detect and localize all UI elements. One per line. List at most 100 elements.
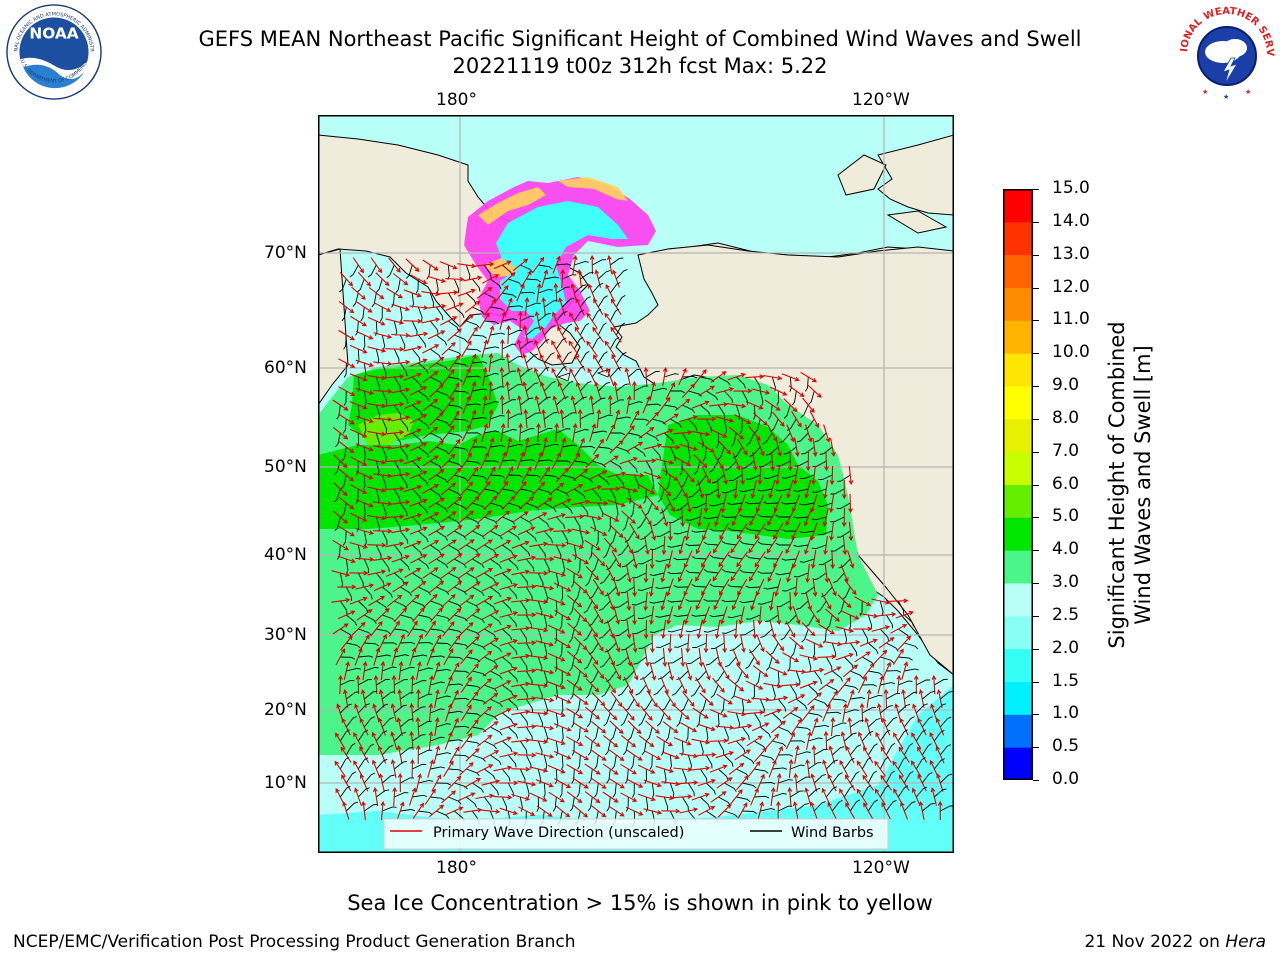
wave-direction-arrow <box>757 801 765 820</box>
wind-barb <box>646 403 662 407</box>
wave-direction-arrow <box>716 693 733 705</box>
wind-barb <box>615 502 619 518</box>
wave-direction-arrow <box>503 466 514 484</box>
colorbar-tick-mark <box>1033 189 1039 190</box>
wind-barb <box>573 336 584 350</box>
wind-barb <box>375 376 381 392</box>
wind-barb <box>801 586 815 595</box>
wave-direction-arrow <box>554 804 571 818</box>
wind-barb <box>526 474 542 478</box>
wind-barb <box>362 334 366 350</box>
wave-direction-arrow <box>786 480 794 499</box>
wind-barb <box>418 749 433 756</box>
wind-barb <box>609 281 621 294</box>
wave-direction-arrow <box>511 766 531 772</box>
wind-barb <box>466 320 480 328</box>
wind-barb <box>543 614 548 630</box>
wind-barb <box>589 670 599 684</box>
wind-barb <box>436 668 452 672</box>
wave-direction-arrow <box>353 732 364 750</box>
wave-direction-arrow <box>351 621 366 636</box>
wind-barb <box>649 600 665 604</box>
wave-direction-arrow <box>918 689 925 708</box>
wave-direction-arrow <box>786 564 794 583</box>
wave-direction-arrow <box>883 688 889 709</box>
wave-direction-arrow <box>337 610 356 620</box>
wave-direction-arrow <box>332 623 349 635</box>
wind-barb <box>656 642 671 648</box>
wind-barb <box>345 558 349 574</box>
wave-direction-arrow <box>736 663 749 679</box>
wave-direction-arrow <box>554 610 572 621</box>
wind-barb <box>850 697 866 700</box>
wave-direction-arrow <box>609 440 624 454</box>
wave-direction-arrow <box>589 500 609 506</box>
wind-barb <box>454 390 469 395</box>
wind-barb <box>826 711 842 715</box>
wind-barb <box>717 740 725 755</box>
wave-direction-arrow <box>422 455 439 467</box>
wave-direction-arrow <box>337 555 356 564</box>
wind-barb <box>484 600 496 611</box>
wave-direction-arrow <box>496 284 509 301</box>
wave-direction-arrow <box>415 773 422 792</box>
wind-barb <box>746 474 761 480</box>
wave-direction-arrow <box>554 666 572 676</box>
wave-direction-arrow <box>505 437 512 456</box>
wind-barb <box>501 768 511 782</box>
wind-barb <box>591 516 596 532</box>
wind-barb <box>781 502 797 505</box>
wave-direction-arrow <box>499 583 518 591</box>
wave-direction-arrow <box>782 706 799 719</box>
wave-direction-arrow <box>757 605 763 626</box>
wave-direction-arrow <box>825 608 840 622</box>
wave-direction-arrow <box>462 367 471 386</box>
wind-barb <box>615 572 629 582</box>
colorbar-segment <box>1003 681 1033 715</box>
wind-barb <box>363 530 367 546</box>
wave-direction-arrow <box>335 732 346 749</box>
wind-barb <box>363 362 367 378</box>
wind-barb <box>757 514 773 518</box>
wave-direction-arrow <box>350 315 367 327</box>
wind-barb <box>652 516 665 527</box>
wind-barb <box>484 346 500 350</box>
wind-barb <box>903 614 915 627</box>
wind-barb <box>399 362 408 377</box>
wave-direction-arrow <box>398 660 404 680</box>
wind-barb <box>543 698 548 714</box>
wave-direction-arrow <box>368 287 385 300</box>
wave-direction-arrow <box>511 737 531 743</box>
wind-barb <box>776 600 791 607</box>
wave-direction-arrow <box>517 526 536 536</box>
wave-direction-arrow <box>729 426 745 440</box>
wave-direction-arrow <box>362 660 368 680</box>
wave-direction-arrow <box>801 622 816 637</box>
wave-direction-arrow <box>388 257 401 273</box>
wave-direction-arrow <box>863 746 874 764</box>
wave-direction-arrow <box>613 606 621 625</box>
wind-barb <box>556 460 572 464</box>
wave-direction-arrow <box>392 273 409 286</box>
wave-direction-arrow <box>500 338 505 359</box>
wave-direction-arrow <box>372 786 379 806</box>
colorbar-tick-label: 6.0 <box>1052 473 1080 494</box>
wave-direction-arrow <box>645 720 660 734</box>
wave-direction-arrow <box>355 359 374 368</box>
wave-direction-arrow <box>572 554 590 565</box>
wave-direction-arrow <box>448 634 461 651</box>
wave-direction-arrow <box>629 691 640 708</box>
wave-direction-arrow <box>499 366 505 387</box>
wind-barb <box>364 803 378 812</box>
wave-direction-arrow <box>349 512 368 522</box>
wave-direction-arrow <box>557 381 567 400</box>
wind-barb <box>399 502 408 517</box>
wave-direction-arrow <box>589 470 608 480</box>
wave-direction-arrow <box>649 549 655 570</box>
wave-direction-arrow <box>751 722 770 732</box>
wind-barb <box>739 569 755 574</box>
wind-barb <box>436 614 451 621</box>
wave-zone-green-east <box>658 415 828 539</box>
wave-direction-arrow <box>446 525 463 537</box>
wave-direction-arrow <box>643 808 663 815</box>
